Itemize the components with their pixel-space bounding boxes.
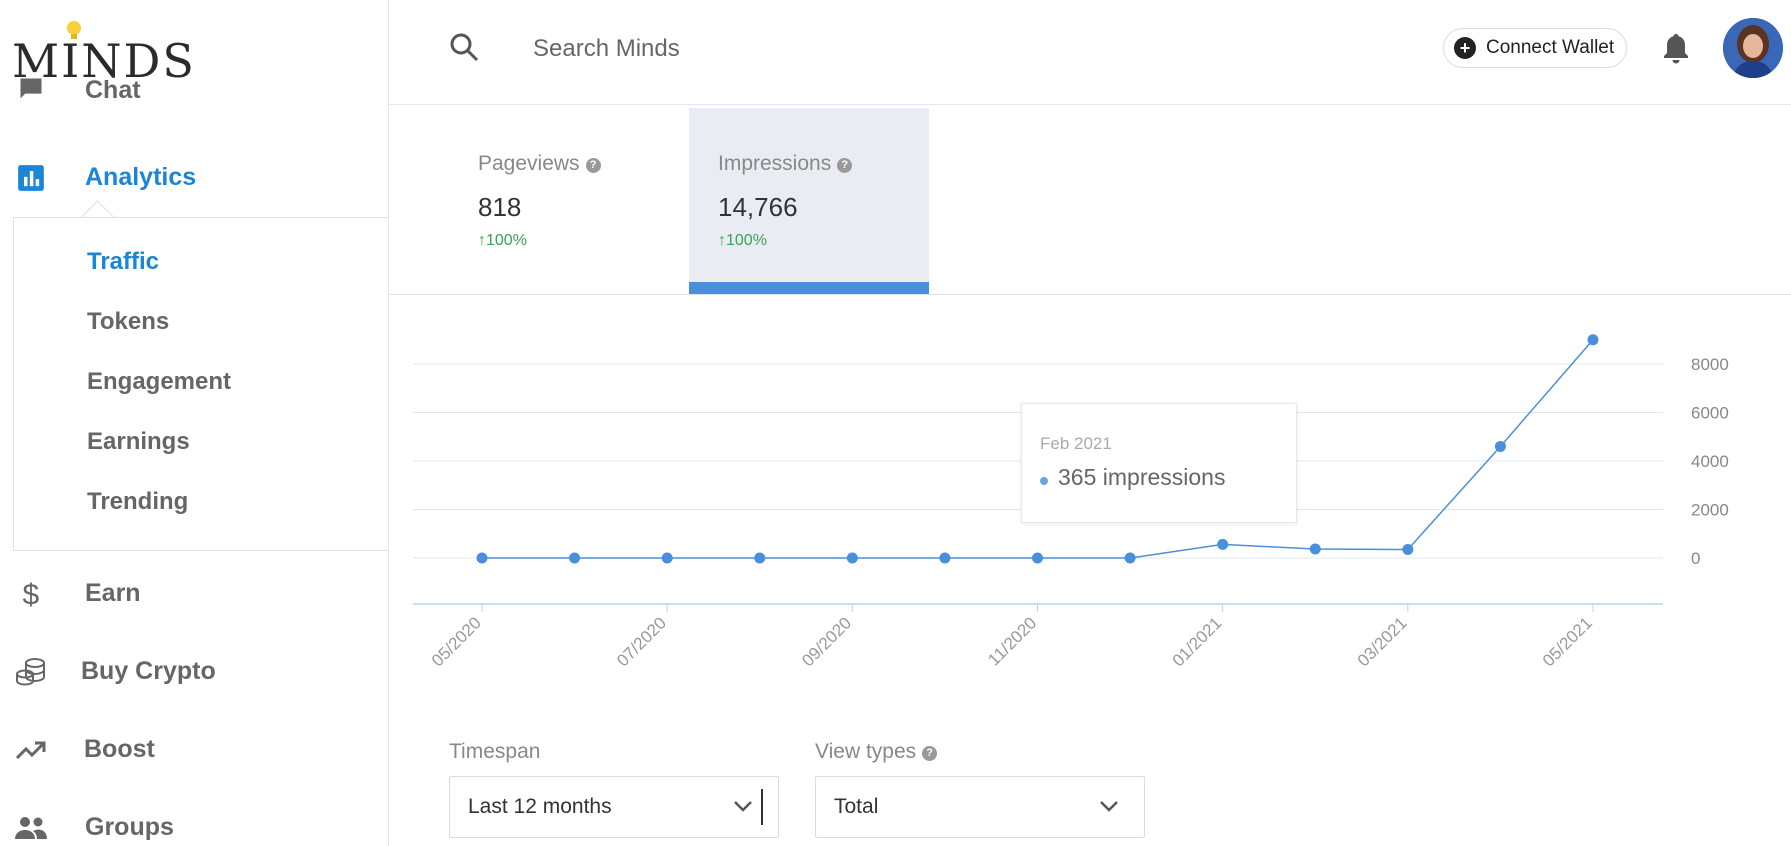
data-point[interactable] <box>1124 552 1136 564</box>
data-point[interactable] <box>846 552 858 564</box>
x-tick-label: 05/2020 <box>428 613 485 670</box>
lightbulb-icon <box>67 21 81 39</box>
y-tick-label: 8000 <box>1691 355 1729 374</box>
timespan-select[interactable]: Last 12 months <box>449 776 779 838</box>
search-input[interactable] <box>531 30 1035 68</box>
x-tick-label: 11/2020 <box>984 613 1040 669</box>
bell-icon[interactable] <box>1661 32 1691 64</box>
impressions-change: ↑100% <box>718 232 767 249</box>
data-point[interactable] <box>476 552 488 564</box>
data-point[interactable] <box>1309 543 1321 555</box>
y-tick-label: 2000 <box>1691 501 1729 520</box>
timespan-value: Last 12 months <box>468 795 612 818</box>
sidebar-item-buy-crypto[interactable]: Buy Crypto <box>0 652 388 692</box>
pageviews-change: ↑100% <box>478 232 527 249</box>
plus-circle-icon: + <box>1454 37 1476 59</box>
select-divider <box>761 789 763 825</box>
submenu-item-tokens[interactable]: Tokens <box>87 308 170 335</box>
arrow-up-icon: ↑ <box>478 232 486 249</box>
logo-text: MINDS <box>12 34 196 88</box>
submenu-item-traffic[interactable]: Traffic <box>87 248 160 275</box>
view-types-label: View types? <box>815 740 938 764</box>
search-icon[interactable] <box>449 32 479 62</box>
connect-wallet-button[interactable]: + Connect Wallet <box>1443 28 1628 68</box>
sidebar: MINDS Chat Analytics Traffic Tokens Enga… <box>0 0 389 846</box>
submenu-item-trending[interactable]: Trending <box>87 488 189 515</box>
tab-impressions[interactable]: Impressions? 14,766 ↑100% <box>689 108 929 294</box>
y-tick-label: 6000 <box>1691 404 1729 423</box>
view-types-value: Total <box>834 795 879 818</box>
x-tick-label: 01/2021 <box>1169 613 1226 670</box>
view-types-select[interactable]: Total <box>815 776 1145 838</box>
help-icon[interactable]: ? <box>922 746 938 761</box>
impressions-label: Impressions? <box>718 152 853 176</box>
tooltip-value: 365 impressions <box>1058 464 1226 490</box>
timespan-label: Timespan <box>449 740 541 763</box>
x-tick-label: 09/2020 <box>798 613 855 670</box>
dollar-icon: $ <box>14 577 48 611</box>
sidebar-item-analytics[interactable]: Analytics <box>0 158 388 198</box>
sidebar-item-groups[interactable]: Groups <box>0 808 388 846</box>
data-point[interactable] <box>754 552 766 564</box>
data-point[interactable] <box>1587 334 1599 346</box>
topbar: + Connect Wallet <box>389 0 1791 105</box>
impressions-chart: 0 2000 4000 6000 8000 05/2020 07/2020 09/2020 11… <box>389 294 1791 714</box>
trending-up-icon <box>14 733 48 767</box>
sidebar-item-label: Chat <box>85 76 141 104</box>
tab-pageviews[interactable]: Pageviews? 818 ↑100% <box>389 108 629 294</box>
sidebar-item-label: Buy Crypto <box>81 657 216 685</box>
minds-logo[interactable]: MINDS <box>12 16 194 88</box>
x-tick-label: 03/2021 <box>1354 613 1411 670</box>
help-icon[interactable]: ? <box>837 158 853 173</box>
analytics-icon <box>14 161 48 195</box>
pageviews-label: Pageviews? <box>478 152 601 176</box>
chat-icon <box>14 72 48 106</box>
x-tick-label: 05/2021 <box>1539 613 1596 670</box>
data-point[interactable] <box>1032 552 1043 564</box>
avatar[interactable] <box>1723 18 1783 78</box>
impressions-value: 14,766 <box>718 192 798 222</box>
pageviews-value: 818 <box>478 192 522 222</box>
submenu-item-engagement[interactable]: Engagement <box>87 368 232 395</box>
chevron-down-icon <box>1100 801 1118 812</box>
sidebar-item-boost[interactable]: Boost <box>0 730 388 770</box>
tooltip-date: Feb 2021 <box>1040 434 1112 453</box>
data-point[interactable] <box>1494 440 1506 452</box>
data-point[interactable] <box>1402 544 1414 556</box>
active-tab-indicator <box>689 282 929 294</box>
x-tick-label: 07/2020 <box>613 613 670 670</box>
chart-svg: 0 2000 4000 6000 8000 05/2020 07/2020 09/2020 11… <box>413 334 1729 670</box>
data-point[interactable] <box>1217 538 1229 550</box>
chart-tooltip: Feb 2021 365 impressions <box>1021 403 1297 523</box>
sidebar-item-label: Analytics <box>85 163 197 191</box>
sidebar-item-label: Groups <box>85 813 174 841</box>
coins-icon <box>14 655 48 689</box>
groups-icon <box>14 811 48 845</box>
arrow-up-icon: ↑ <box>718 232 726 249</box>
analytics-main: Pageviews? 818 ↑100% Impressions? 14,766… <box>389 104 1791 846</box>
svg-text:$: $ <box>22 579 39 610</box>
connect-wallet-label: Connect Wallet <box>1486 37 1615 58</box>
help-icon[interactable]: ? <box>585 158 601 173</box>
sidebar-item-chat[interactable]: Chat <box>0 76 388 116</box>
analytics-submenu <box>13 217 388 551</box>
chevron-down-icon <box>734 801 752 812</box>
y-tick-label: 4000 <box>1691 452 1729 471</box>
y-tick-label: 0 <box>1691 549 1700 568</box>
data-point[interactable] <box>569 552 581 564</box>
sidebar-item-earn[interactable]: $ Earn <box>0 574 388 614</box>
sidebar-item-label: Boost <box>84 735 155 763</box>
data-point[interactable] <box>939 552 951 564</box>
tooltip-dot <box>1040 477 1048 485</box>
metric-tabs: Pageviews? 818 ↑100% Impressions? 14,766… <box>389 104 1791 295</box>
sidebar-item-label: Earn <box>85 579 141 607</box>
submenu-item-earnings[interactable]: Earnings <box>87 428 190 455</box>
data-point[interactable] <box>661 552 673 564</box>
